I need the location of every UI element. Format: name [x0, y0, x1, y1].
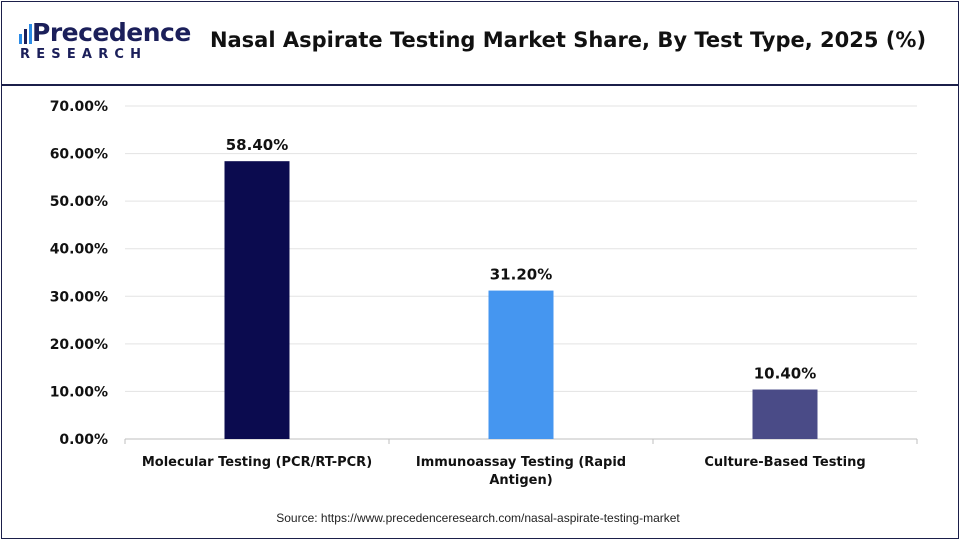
data-label: 31.20% — [490, 266, 552, 284]
data-label: 58.40% — [226, 136, 288, 154]
x-tick-label: Culture-Based Testing — [704, 455, 865, 470]
x-tick-label: Antigen) — [489, 473, 552, 488]
header: Precedence RESEARCH Nasal Aspirate Testi… — [2, 2, 958, 86]
x-tick-label: Immunoassay Testing (Rapid — [416, 455, 626, 470]
y-tick-label: 70.00% — [50, 99, 108, 115]
y-tick-label: 50.00% — [50, 194, 108, 210]
y-tick-label: 60.00% — [50, 147, 108, 163]
chart-title: Nasal Aspirate Testing Market Share, By … — [209, 28, 927, 52]
brand-sub: RESEARCH — [20, 47, 148, 62]
y-tick-label: 0.00% — [59, 432, 108, 448]
bar — [752, 389, 818, 439]
data-label: 10.40% — [754, 365, 816, 383]
source-note: Source: https://www.precedenceresearch.c… — [276, 511, 680, 525]
brand-logo-mark-icon — [19, 24, 32, 44]
bar — [224, 161, 290, 439]
brand-name: Precedence — [32, 18, 191, 47]
brand-logo: Precedence RESEARCH — [18, 16, 191, 72]
bar — [488, 290, 554, 439]
y-tick-label: 30.00% — [50, 289, 108, 305]
y-tick-label: 10.00% — [50, 384, 108, 400]
y-tick-label: 40.00% — [50, 242, 108, 258]
y-tick-label: 20.00% — [50, 337, 108, 353]
x-tick-label: Molecular Testing (PCR/RT-PCR) — [142, 455, 372, 470]
